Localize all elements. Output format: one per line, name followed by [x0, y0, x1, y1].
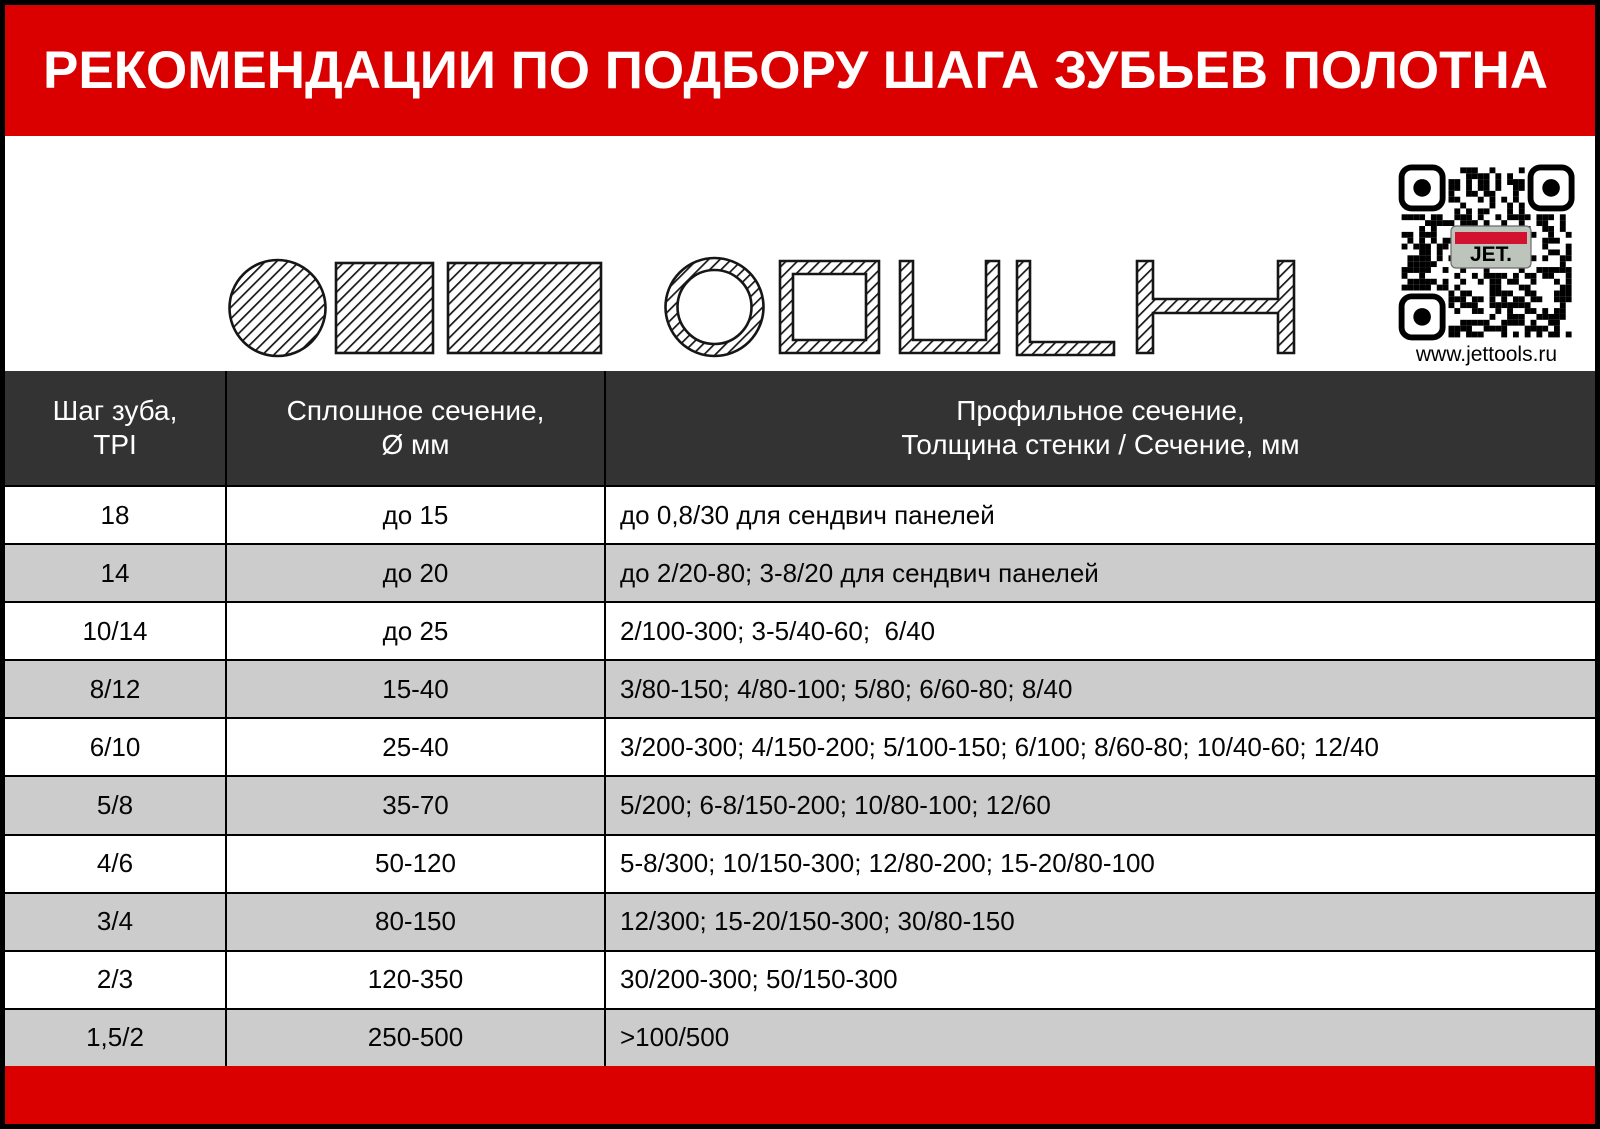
svg-text:JET.: JET.: [1470, 243, 1512, 266]
